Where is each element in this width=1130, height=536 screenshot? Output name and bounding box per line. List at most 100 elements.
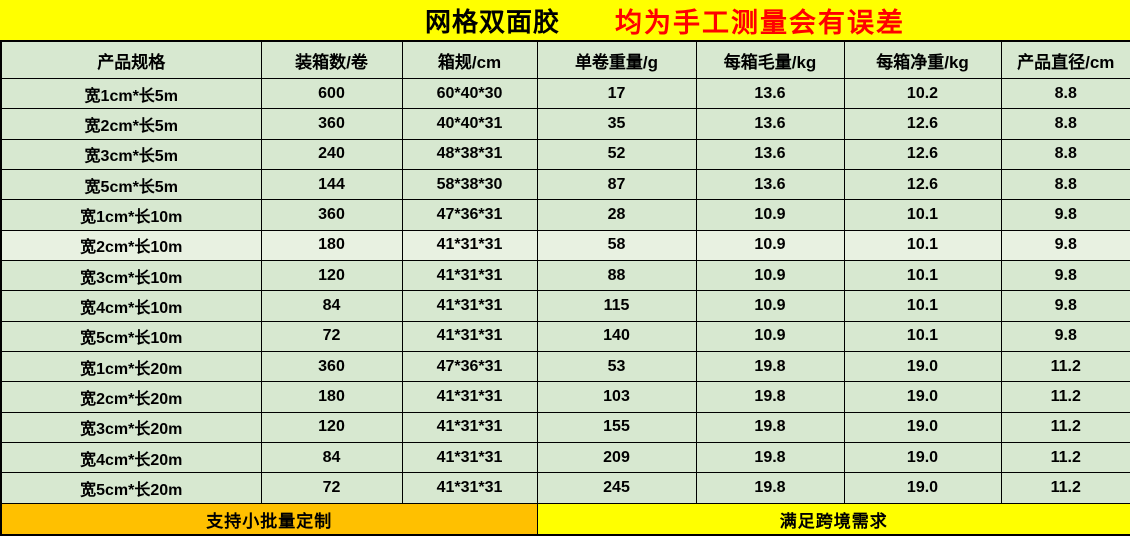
table-cell: 19.8 (695, 472, 845, 504)
table-cell: 10.9 (695, 260, 845, 292)
table-cell: 72 (260, 320, 403, 353)
table-row: 宽2cm*长20m 180 41*31*31 103 19.8 19.0 11.2 (0, 381, 1130, 413)
product-spec-cell: 宽3cm*长5m (0, 138, 262, 171)
table-cell: 12.6 (843, 169, 1002, 201)
table-cell: 11.2 (1000, 472, 1130, 504)
table-cell: 13.6 (695, 108, 845, 140)
table-cell: 41*31*31 (401, 411, 538, 444)
table-cell: 11.2 (1000, 442, 1130, 474)
table-cell: 88 (536, 260, 697, 292)
table-cell: 120 (260, 411, 403, 444)
table-cell: 10.1 (843, 229, 1002, 262)
table-cell: 11.2 (1000, 381, 1130, 413)
table-cell: 360 (260, 108, 403, 140)
table-cell: 41*31*31 (401, 290, 538, 322)
product-spec-cell: 宽1cm*长10m (0, 199, 262, 231)
table-cell: 10.1 (843, 320, 1002, 353)
product-spec-cell: 宽5cm*长10m (0, 320, 262, 353)
column-header-qty-per-box: 装箱数/卷 (260, 40, 403, 79)
table-cell: 19.8 (695, 381, 845, 413)
table-cell: 47*36*31 (401, 351, 538, 383)
table-cell: 53 (536, 351, 697, 383)
table-cell: 8.8 (1000, 108, 1130, 140)
product-spec-cell: 宽5cm*长5m (0, 169, 262, 201)
table-cell: 47*36*31 (401, 199, 538, 231)
table-cell: 10.1 (843, 260, 1002, 292)
table-cell: 209 (536, 442, 697, 474)
table-cell: 360 (260, 351, 403, 383)
table-cell: 8.8 (1000, 77, 1130, 110)
table-cell: 13.6 (695, 169, 845, 201)
table-cell: 10.1 (843, 290, 1002, 322)
table-cell: 9.8 (1000, 290, 1130, 322)
table-cell: 41*31*31 (401, 229, 538, 262)
product-spec-cell: 宽5cm*长20m (0, 472, 262, 504)
product-spec-cell: 宽1cm*长5m (0, 77, 262, 110)
table-cell: 180 (260, 229, 403, 262)
page-title: 网格双面胶 (424, 6, 560, 37)
table-cell: 19.8 (695, 442, 845, 474)
table-row: 宽3cm*长20m 120 41*31*31 155 19.8 19.0 11.2 (0, 411, 1130, 444)
table-cell: 155 (536, 411, 697, 444)
product-spec-cell: 宽4cm*长10m (0, 290, 262, 322)
table-cell: 84 (260, 290, 403, 322)
table-cell: 17 (536, 77, 697, 110)
column-header-net-weight: 每箱净重/kg (843, 40, 1002, 79)
table-cell: 144 (260, 169, 403, 201)
table-cell: 52 (536, 138, 697, 171)
column-header-diameter: 产品直径/cm (1000, 40, 1130, 79)
table-cell: 10.2 (843, 77, 1002, 110)
table-row: 宽1cm*长5m 600 60*40*30 17 13.6 10.2 8.8 (0, 77, 1130, 110)
table-cell: 360 (260, 199, 403, 231)
table-cell: 10.9 (695, 320, 845, 353)
table-cell: 84 (260, 442, 403, 474)
column-header-spec: 产品规格 (0, 40, 262, 79)
table-cell: 58*38*30 (401, 169, 538, 201)
table-cell: 9.8 (1000, 260, 1130, 292)
product-spec-cell: 宽1cm*长20m (0, 351, 262, 383)
table-cell: 9.8 (1000, 320, 1130, 353)
table-cell: 19.0 (843, 442, 1002, 474)
table-cell: 8.8 (1000, 169, 1130, 201)
table-cell: 12.6 (843, 138, 1002, 171)
table-cell: 8.8 (1000, 138, 1130, 171)
title-band: 网格双面胶 均为手工测量会有误差 (0, 0, 1130, 40)
table-cell: 13.6 (695, 77, 845, 110)
table-cell: 10.9 (695, 199, 845, 231)
table-row: 宽4cm*长10m 84 41*31*31 115 10.9 10.1 9.8 (0, 290, 1130, 322)
table-cell: 41*31*31 (401, 320, 538, 353)
table-row: 宽3cm*长10m 120 41*31*31 88 10.9 10.1 9.8 (0, 260, 1130, 292)
table-cell: 140 (536, 320, 697, 353)
column-header-gross-weight: 每箱毛量/kg (695, 40, 845, 79)
table-cell: 13.6 (695, 138, 845, 171)
table-cell: 19.8 (695, 351, 845, 383)
table-row: 宽1cm*长20m 360 47*36*31 53 19.8 19.0 11.2 (0, 351, 1130, 383)
table-cell: 58 (536, 229, 697, 262)
table-cell: 35 (536, 108, 697, 140)
table-cell: 245 (536, 472, 697, 504)
table-row: 宽4cm*长20m 84 41*31*31 209 19.8 19.0 11.2 (0, 442, 1130, 474)
table-cell: 41*31*31 (401, 472, 538, 504)
table-row: 宽5cm*长10m 72 41*31*31 140 10.9 10.1 9.8 (0, 320, 1130, 353)
table-cell: 41*31*31 (401, 381, 538, 413)
product-spec-cell: 宽2cm*长20m (0, 381, 262, 413)
column-header-box-size: 箱规/cm (401, 40, 538, 79)
table-cell: 41*31*31 (401, 260, 538, 292)
product-spec-cell: 宽2cm*长5m (0, 108, 262, 140)
table-row: 宽5cm*长5m 144 58*38*30 87 13.6 12.6 8.8 (0, 169, 1130, 201)
table-cell: 40*40*31 (401, 108, 538, 140)
table-cell: 120 (260, 260, 403, 292)
table-cell: 72 (260, 472, 403, 504)
table-cell: 10.9 (695, 229, 845, 262)
footer-right-banner: 满足跨境需求 (536, 503, 1130, 536)
spec-table: 产品规格 装箱数/卷 箱规/cm 单卷重量/g 每箱毛量/kg 每箱净重/kg … (0, 40, 1130, 536)
table-cell: 48*38*31 (401, 138, 538, 171)
table-cell: 10.1 (843, 199, 1002, 231)
table-row: 宽2cm*长5m 360 40*40*31 35 13.6 12.6 8.8 (0, 108, 1130, 140)
measurement-warning: 均为手工测量会有误差 (615, 7, 905, 38)
column-header-roll-weight: 单卷重量/g (536, 40, 697, 79)
table-row: 宽3cm*长5m 240 48*38*31 52 13.6 12.6 8.8 (0, 138, 1130, 171)
table-cell: 115 (536, 290, 697, 322)
table-cell: 60*40*30 (401, 77, 538, 110)
